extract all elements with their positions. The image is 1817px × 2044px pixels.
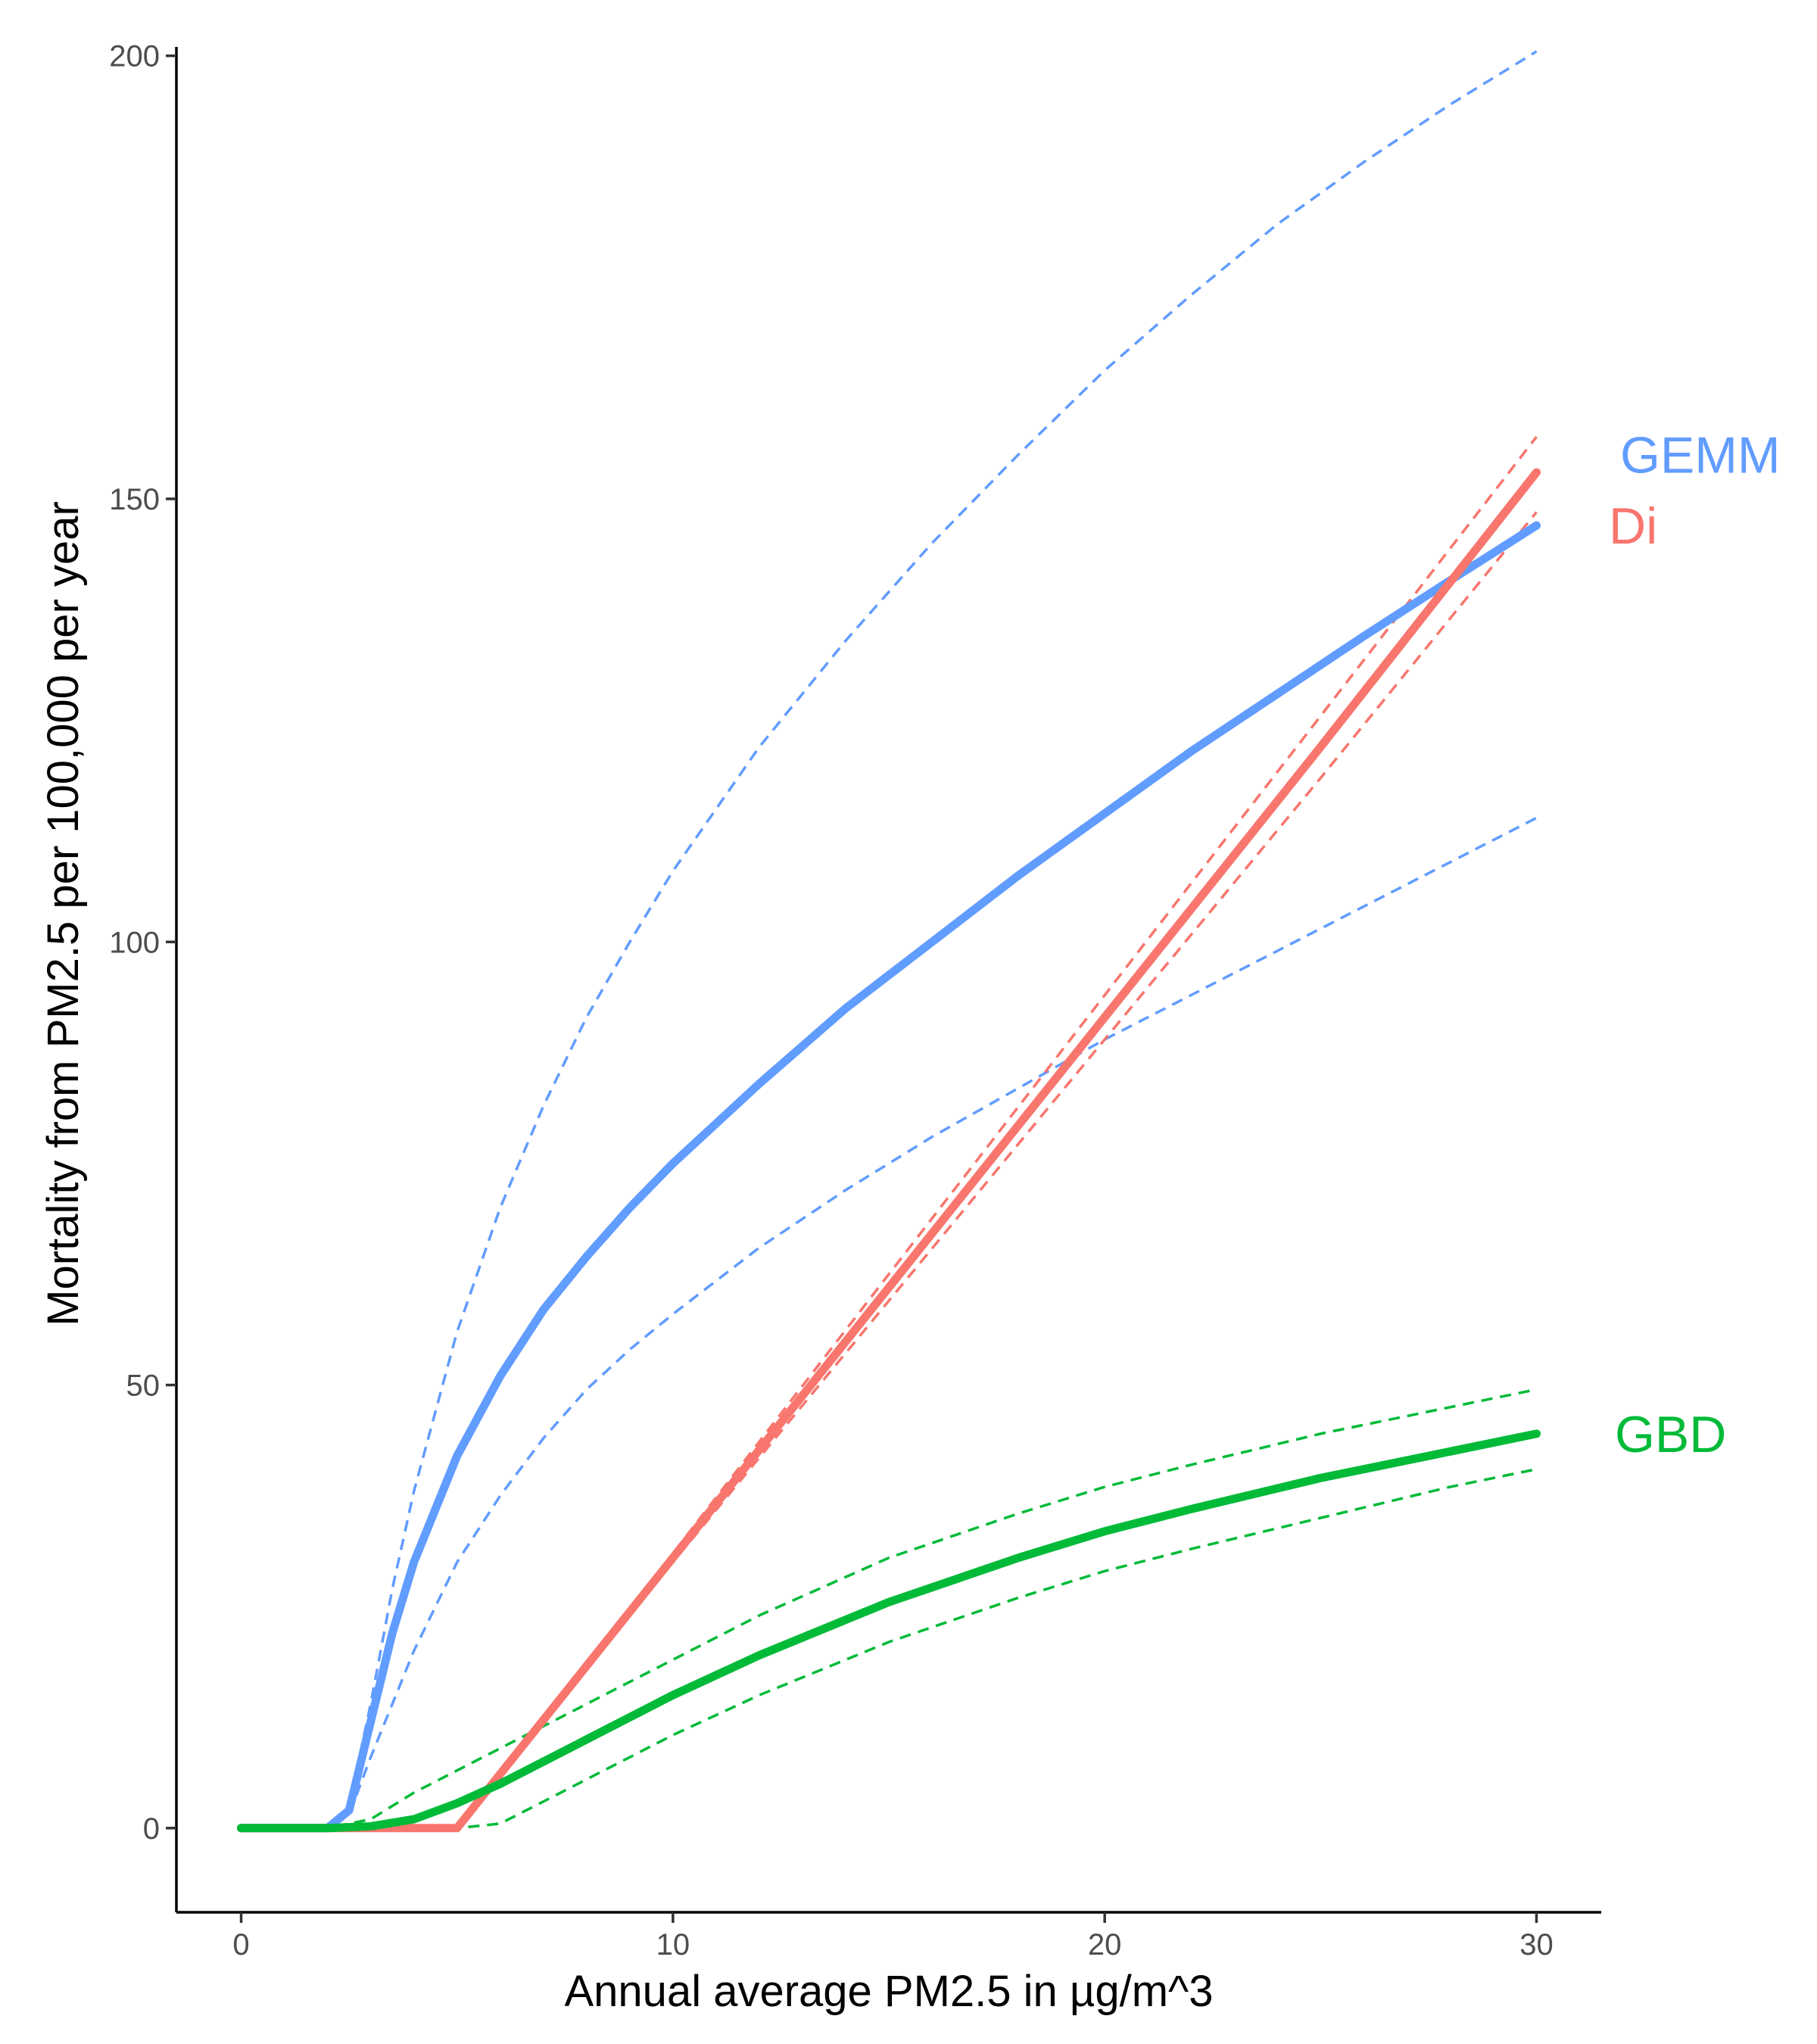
y-axis-title: Mortality from PM2.5 per 100,000 per yea… (39, 501, 88, 1326)
axes (175, 47, 1601, 1914)
di-series-label: Di (1609, 497, 1657, 555)
y-tick-label: 150 (109, 483, 160, 516)
gemm-series-label: GEMM (1620, 426, 1781, 484)
y-tick-label: 0 (143, 1812, 160, 1846)
y-ticks: 0 50 100 150 200 (109, 40, 176, 1846)
gemm-ci-upper-line (241, 50, 1538, 1830)
di-ci-lower-line (241, 511, 1538, 1830)
series-labels: GEMM Di GBD (1609, 426, 1781, 1463)
y-tick-label: 200 (109, 40, 160, 73)
x-tick-label: 10 (656, 1928, 690, 1961)
gbd-mean-line (237, 1429, 1541, 1833)
gbd-ci-lower-line (241, 1467, 1537, 1830)
gemm-mean-line (237, 521, 1541, 1833)
gbd-ci-upper-line (241, 1388, 1537, 1830)
gbd-series-label: GBD (1615, 1406, 1726, 1463)
series-layer (237, 50, 1541, 1833)
di-mean-line (237, 468, 1541, 1833)
x-tick-label: 20 (1088, 1928, 1122, 1961)
x-axis-title: Annual average PM2.5 in µg/m^3 (564, 1967, 1213, 2016)
x-tick-label: 30 (1519, 1928, 1554, 1961)
di-ci-upper-line (241, 435, 1538, 1830)
y-tick-label: 50 (126, 1369, 161, 1403)
y-tick-label: 100 (109, 926, 160, 959)
x-tick-label: 0 (232, 1928, 249, 1961)
gemm-ci-lower-line (241, 816, 1538, 1830)
x-ticks: 0 10 20 30 (232, 1912, 1554, 1961)
